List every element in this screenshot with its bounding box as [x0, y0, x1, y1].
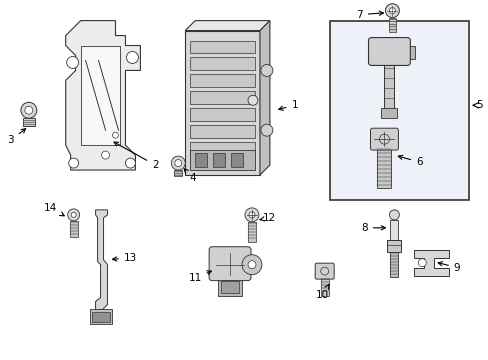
Text: 14: 14 — [44, 203, 64, 216]
Bar — [386, 240, 401, 252]
Bar — [69, 221, 78, 237]
Text: 2: 2 — [114, 142, 158, 170]
Bar — [190, 91, 254, 104]
Bar — [195, 153, 207, 167]
Text: 5: 5 — [475, 100, 482, 110]
Bar — [185, 31, 260, 175]
Bar — [388, 18, 395, 32]
Bar — [218, 278, 242, 296]
Bar — [190, 41, 254, 54]
Bar — [190, 58, 254, 71]
Bar — [329, 21, 468, 200]
Bar — [23, 118, 35, 126]
Polygon shape — [65, 21, 140, 170]
Circle shape — [174, 159, 182, 167]
Circle shape — [385, 4, 399, 18]
FancyBboxPatch shape — [370, 128, 398, 150]
Text: 11: 11 — [188, 271, 211, 283]
Bar — [377, 148, 390, 188]
Polygon shape — [260, 21, 269, 175]
Text: 3: 3 — [8, 129, 25, 145]
Circle shape — [71, 212, 76, 217]
Circle shape — [261, 64, 272, 76]
Bar — [190, 108, 254, 121]
Circle shape — [247, 261, 255, 269]
Text: 7: 7 — [356, 10, 383, 20]
Bar — [174, 170, 182, 176]
Text: 9: 9 — [437, 262, 460, 273]
Circle shape — [25, 106, 33, 114]
Circle shape — [247, 95, 258, 105]
Polygon shape — [95, 210, 107, 310]
Polygon shape — [185, 21, 269, 31]
Circle shape — [388, 210, 399, 220]
Circle shape — [125, 158, 135, 168]
Bar — [190, 142, 254, 155]
Bar — [213, 153, 224, 167]
Bar — [190, 125, 254, 138]
Bar — [190, 150, 254, 170]
Circle shape — [68, 158, 79, 168]
Circle shape — [66, 57, 79, 68]
Circle shape — [21, 102, 37, 118]
Text: 13: 13 — [112, 253, 137, 263]
Bar — [89, 310, 111, 324]
Text: 12: 12 — [260, 213, 276, 223]
Circle shape — [261, 124, 272, 136]
Circle shape — [248, 212, 254, 218]
FancyBboxPatch shape — [315, 263, 333, 279]
Bar — [403, 45, 414, 59]
FancyBboxPatch shape — [368, 37, 409, 66]
FancyBboxPatch shape — [209, 247, 250, 280]
Bar — [230, 153, 243, 167]
Circle shape — [67, 209, 80, 221]
Circle shape — [171, 156, 185, 170]
Circle shape — [242, 255, 262, 275]
Circle shape — [417, 259, 426, 267]
Text: 8: 8 — [361, 223, 385, 233]
Bar — [247, 222, 255, 242]
Text: 6: 6 — [398, 155, 422, 167]
Circle shape — [388, 8, 395, 14]
Bar — [221, 280, 239, 293]
Polygon shape — [81, 45, 120, 145]
Bar — [190, 75, 254, 87]
Bar — [91, 312, 109, 323]
Bar — [381, 108, 397, 118]
Text: 10: 10 — [315, 284, 328, 300]
Bar — [320, 278, 328, 296]
Circle shape — [112, 132, 118, 138]
Text: 1: 1 — [278, 100, 298, 110]
Bar — [389, 252, 398, 276]
Circle shape — [244, 208, 259, 222]
Bar — [377, 44, 401, 58]
Text: 4: 4 — [184, 169, 196, 183]
Circle shape — [102, 151, 109, 159]
Bar — [389, 220, 398, 240]
Bar — [384, 62, 394, 112]
Polygon shape — [413, 250, 448, 276]
Circle shape — [126, 51, 138, 63]
